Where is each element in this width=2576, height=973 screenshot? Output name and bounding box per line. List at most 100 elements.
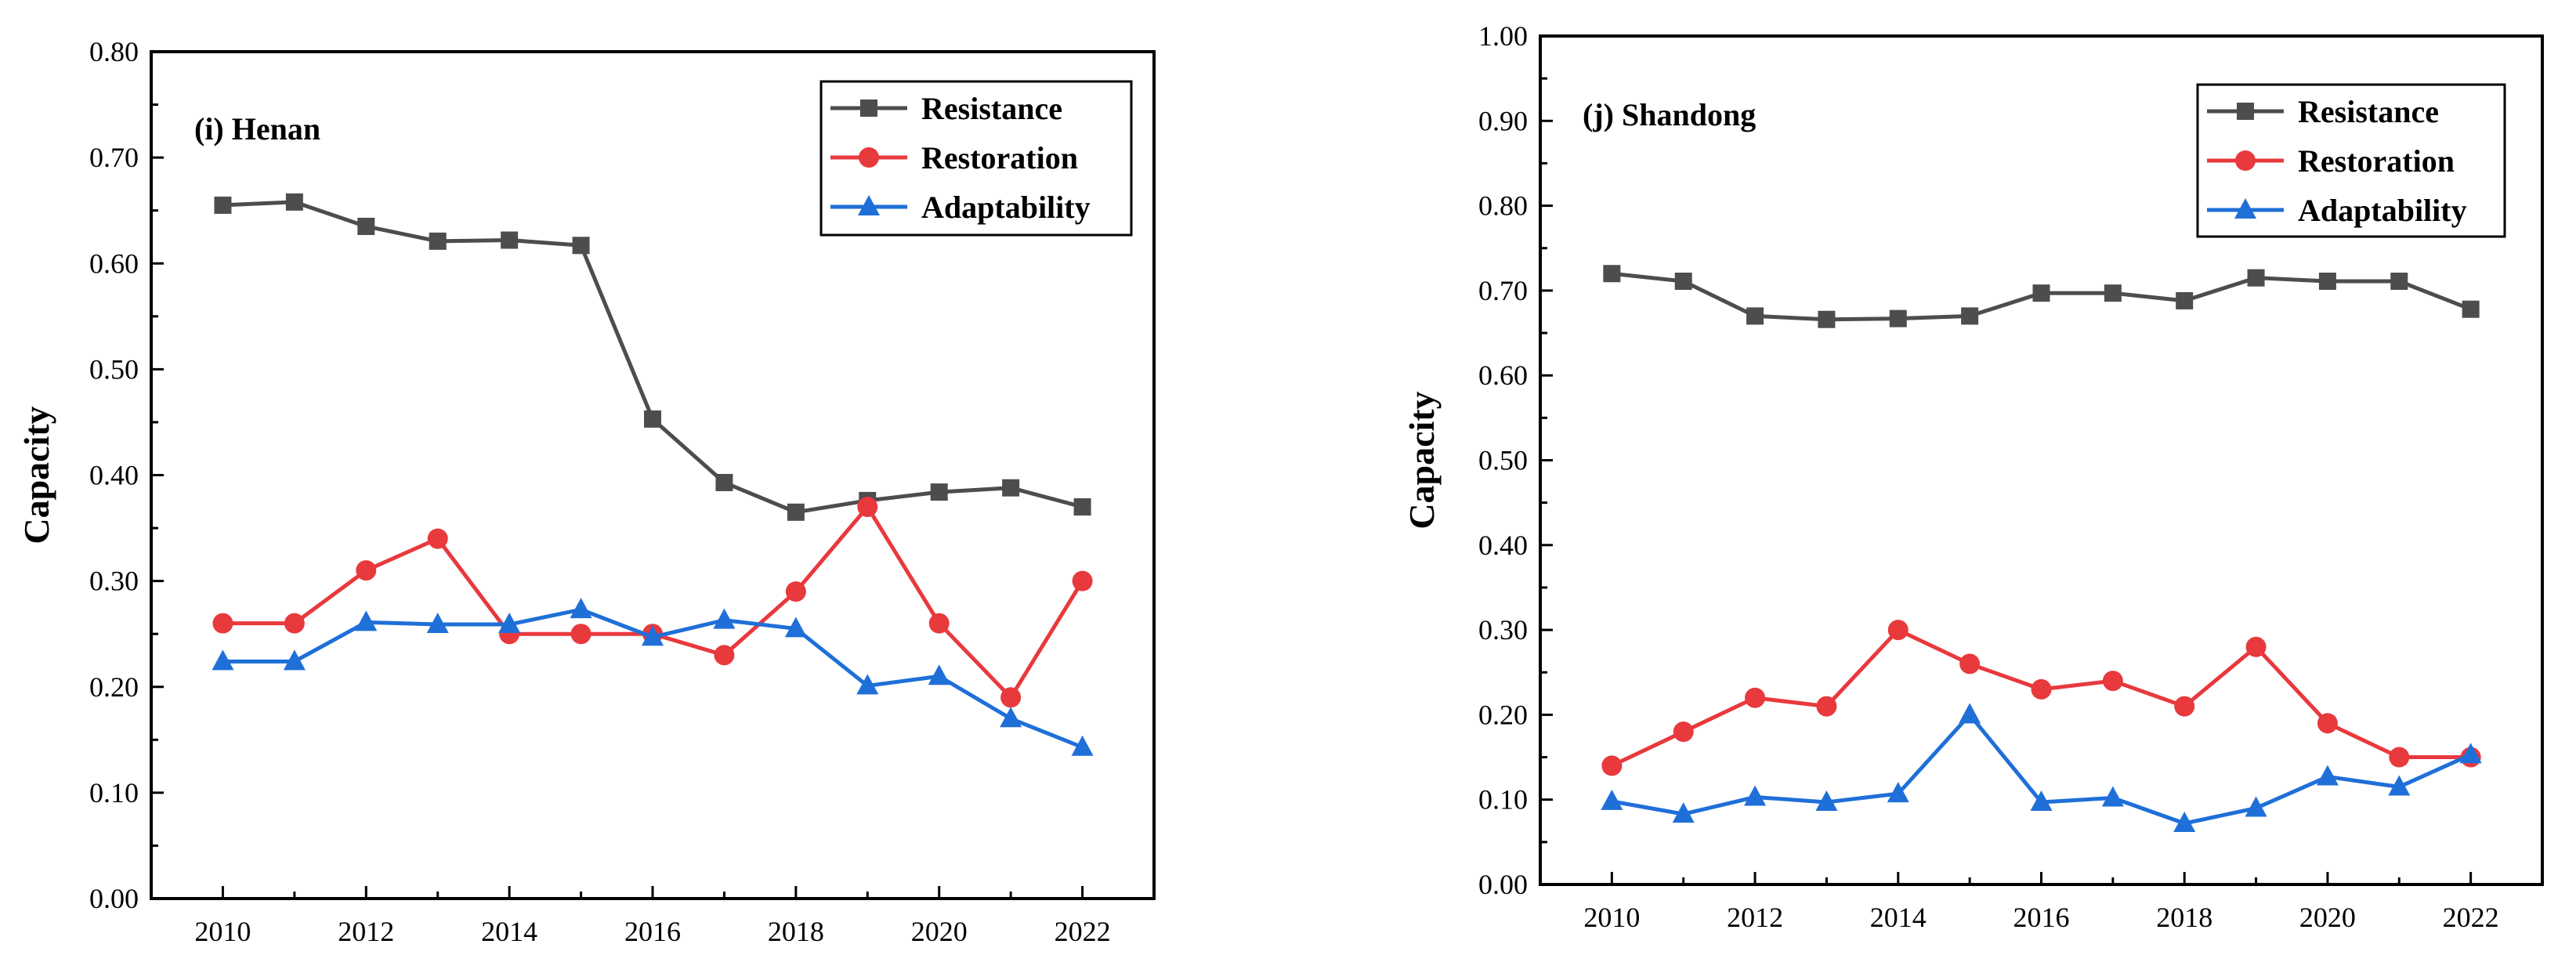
data-point [1601,755,1623,776]
data-point [501,231,519,249]
legend-item-adaptability: Adaptability [830,190,1091,225]
chart-panel-shandong: 0.00 0.10 0.20 0.30 0.40 0.50 0.60 0.70 0.80 0.90… [1402,20,2544,933]
data-point [1887,620,1908,641]
x-tick-label: 2012 [338,916,394,947]
data-point [930,483,948,501]
y-tick-label: 0.10 [89,777,139,808]
y-tick-label: 0.00 [89,883,139,914]
data-point [1673,722,1694,743]
chart-panel-henan: 0.00 0.10 0.20 0.30 0.40 0.50 0.60 0.70 0.80 2010… [16,36,1156,947]
data-point [642,625,664,646]
data-point [2388,775,2411,796]
data-point [2318,272,2336,290]
x-tick-label: 2010 [1583,902,1640,933]
data-point [285,193,303,211]
data-point [1000,707,1022,728]
series-restoration [1601,620,2481,776]
y-tick-label: 0.00 [1478,869,1528,900]
data-point [644,410,661,428]
legend-marker [2235,150,2256,171]
data-point [1071,735,1094,756]
data-point [1961,307,1979,325]
data-point [426,613,449,634]
data-point [1603,265,1621,283]
series-restoration [212,497,1093,708]
y-tick-label: 0.70 [1478,275,1528,306]
legend-label: Restoration [2298,143,2455,179]
data-point [1672,802,1695,823]
data-point [1959,653,1981,675]
y-tick-label: 0.50 [89,353,139,385]
data-point [1745,687,1766,708]
data-point [1744,785,1767,806]
x-tick-label: 2014 [481,916,537,947]
data-point [572,237,590,255]
data-point [2390,272,2408,290]
data-point [429,232,447,250]
data-point [784,617,807,638]
series-adaptability [212,598,1094,756]
series-line [223,505,1084,700]
data-point [1815,790,1838,811]
x-tick-label: 2022 [1055,916,1111,947]
data-point [284,613,305,634]
data-point [1889,309,1907,327]
data-point [2245,796,2267,817]
data-point [357,217,375,235]
data-point [2104,284,2122,302]
legend-label: Adaptability [2298,193,2467,228]
data-point [283,649,306,671]
legend-label: Restoration [921,140,1078,175]
x-tick-label: 2020 [911,916,968,947]
legend-item-restoration: Restoration [2207,143,2455,179]
data-point [2173,812,2196,833]
x-tick-label: 2018 [768,916,824,947]
data-point [2245,636,2267,657]
data-point [2247,269,2265,287]
data-point [214,196,232,214]
y-tick-label: 0.40 [89,460,139,491]
y-tick-label: 0.20 [1478,699,1528,730]
data-point [2031,678,2052,700]
data-point [212,613,233,634]
series-adaptability [1601,703,2482,833]
data-point [1000,687,1022,708]
data-point [356,560,377,581]
data-point [1816,696,1837,717]
data-point [1674,272,1692,290]
y-tick-label: 0.70 [89,142,139,173]
y-tick-label: 0.30 [89,566,139,597]
data-point [212,649,234,671]
data-point [1746,307,1764,325]
data-point [427,528,448,549]
legend-item-resistance: Resistance [830,91,1062,126]
y-tick-label: 0.90 [1478,105,1528,136]
legend-item-resistance: Resistance [2207,94,2439,129]
data-point [713,608,736,629]
y-tick-label: 0.80 [89,36,139,67]
series-line [223,200,1084,515]
legend-item-adaptability: Adaptability [2207,193,2467,228]
data-point [1072,570,1093,591]
data-point [570,624,592,645]
legend-label: Resistance [921,91,1062,126]
data-point [498,613,521,634]
x-tick-label: 2022 [2443,902,2499,933]
data-point [2032,284,2050,302]
panel-title: (j) Shandong [1583,97,1756,132]
data-point [2317,713,2338,734]
data-point [785,581,806,602]
y-tick-label: 0.30 [1478,614,1528,646]
x-tick-label: 2018 [2156,902,2212,933]
y-tick-label: 0.10 [1478,784,1528,816]
data-point [2462,300,2480,318]
legend-label: Adaptability [921,190,1091,225]
x-tick-label: 2016 [624,916,681,947]
legend-marker [860,99,877,117]
y-axis-title: Capacity [1402,391,1442,529]
data-point [715,473,733,491]
data-point [1959,703,1981,724]
data-point [2176,291,2194,309]
data-point [1002,479,1020,497]
